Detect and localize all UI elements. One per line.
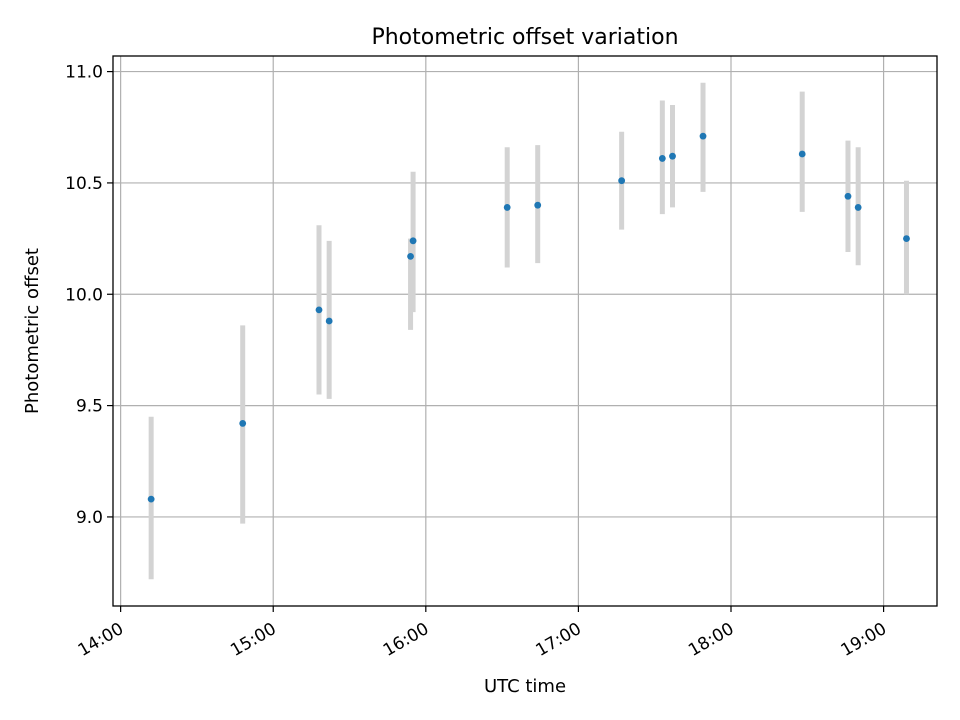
y-tick-label: 11.0 [65,63,103,83]
data-point [534,201,542,209]
data-point [854,204,862,211]
x-tick-label: 18:00 [685,619,737,661]
data-point [844,192,852,200]
y-tick-label: 9.5 [76,397,103,417]
x-tick-label: 14:00 [75,619,127,661]
data-points [147,132,910,503]
y-axis-ticks: 9.0 9.5 10.0 10.5 11.0 [65,63,113,528]
error-bars [148,82,909,580]
y-axis-label: Photometric offset [22,248,43,414]
data-point [658,155,666,162]
x-tick-label: 15:00 [227,619,279,661]
data-point [147,495,155,503]
data-point [407,253,414,260]
grid [113,56,937,606]
plot-frame [112,55,938,607]
data-point [798,150,806,158]
data-point [239,420,247,427]
data-point [699,132,707,140]
y-tick-label: 10.0 [65,285,103,305]
data-point [903,235,910,242]
x-tick-label: 16:00 [380,619,432,661]
data-point [503,204,511,211]
y-tick-label: 9.0 [76,508,103,528]
data-point [618,177,626,185]
x-axis-ticks: 14:00 15:00 16:00 17:00 18:00 19:00 [75,606,890,661]
x-tick-label: 19:00 [838,619,890,661]
x-tick-label: 17:00 [532,619,584,661]
x-axis-label: UTC time [484,676,566,697]
chart-title: Photometric offset variation [371,25,678,50]
data-point [409,237,417,245]
data-point [325,317,333,325]
data-point [669,152,676,160]
data-point [315,306,323,314]
y-tick-label: 10.5 [65,174,103,194]
